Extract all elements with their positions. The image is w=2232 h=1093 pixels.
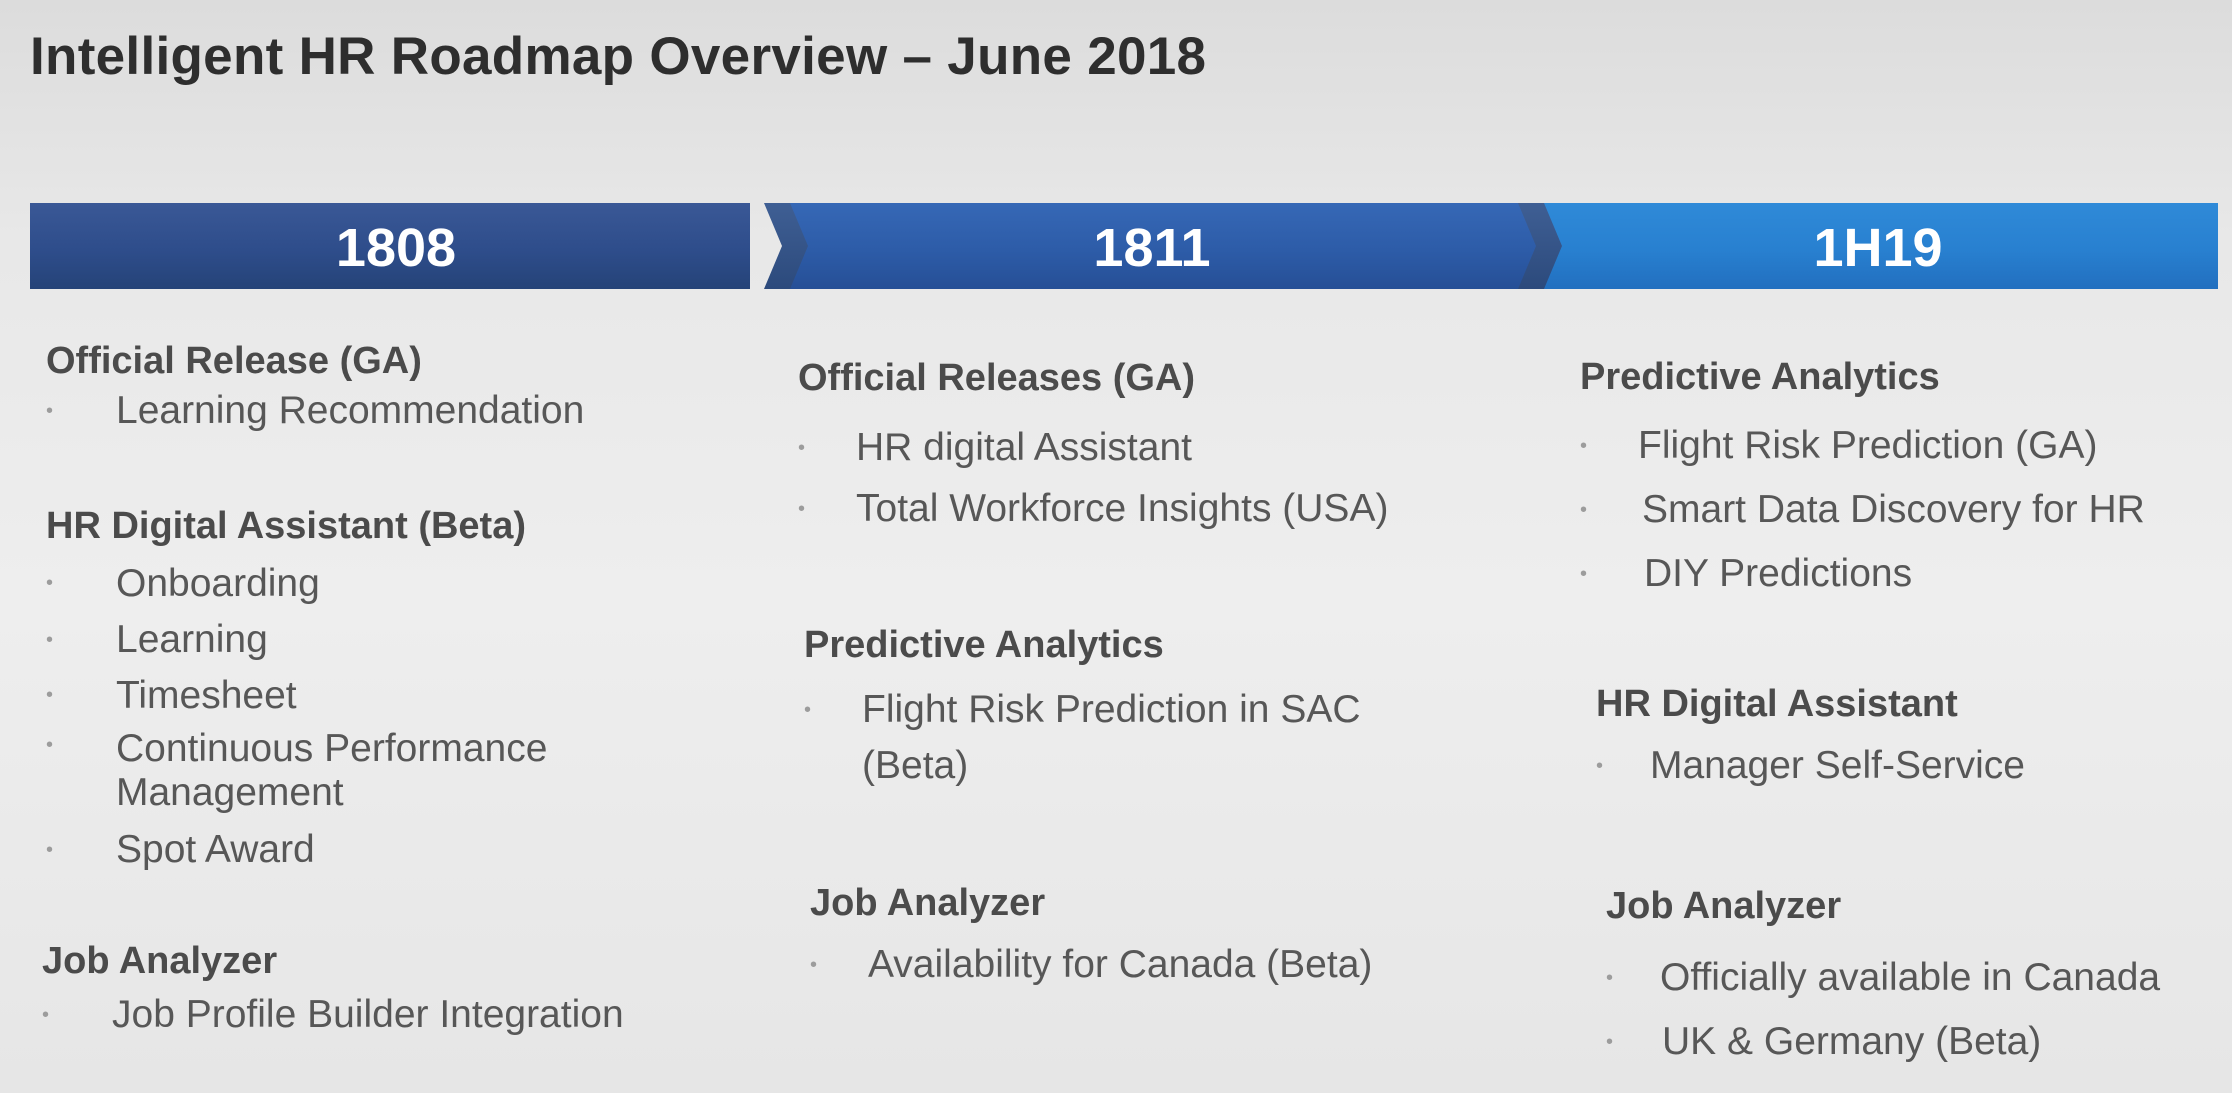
section-heading: HR Digital Assistant [1596,683,1958,725]
section-job-analyzer: Job Analyzer Job Profile Builder Integra… [42,938,624,1040]
list-item: Officially available in Canada [1606,945,2160,1011]
section-job-analyzer: Job Analyzer Officially available in Can… [1606,883,2160,1073]
list-item: Manager Self-Service [1596,741,2025,791]
phase-label: 1811 [1093,218,1211,278]
section-hr-digital-assistant: HR Digital Assistant Manager Self-Servic… [1596,681,2025,791]
list-item: Onboarding [46,555,636,612]
item-list: Availability for Canada (Beta) [810,940,1372,990]
list-item: Learning [46,612,636,668]
section-official-releases: Official Releases (GA) HR digital Assist… [798,355,1388,537]
list-item: Flight Risk Prediction in SAC (Beta) [804,682,1462,794]
list-item: Continuous Performance Management [46,723,636,815]
section-predictive-analytics: Predictive Analytics Flight Risk Predict… [1580,354,2145,606]
section-heading: Predictive Analytics [804,624,1164,666]
section-official-release: Official Release (GA) Learning Recommend… [46,338,584,436]
list-item: Total Workforce Insights (USA) [798,481,1388,537]
list-item: Flight Risk Prediction (GA) [1580,414,2145,478]
section-heading: Job Analyzer [810,882,1046,924]
item-list: Flight Risk Prediction in SAC (Beta) [804,682,1462,794]
phase-label: 1808 [335,218,457,278]
item-list: Learning Recommendation [46,386,584,436]
phase-label: 1H19 [1813,218,1943,278]
section-job-analyzer: Job Analyzer Availability for Canada (Be… [810,880,1372,990]
item-list: Job Profile Builder Integration [42,990,624,1040]
section-heading: HR Digital Assistant (Beta) [46,505,526,547]
timeline-phase-1811: 1811 [768,203,1548,289]
list-item: Timesheet [46,668,636,723]
timeline-phase-1h19: 1H19 [1522,203,2218,289]
item-list: Manager Self-Service [1596,741,2025,791]
item-list: Onboarding Learning Timesheet Continuous… [46,555,636,879]
section-hr-digital-assistant: HR Digital Assistant (Beta) Onboarding L… [46,503,636,879]
list-item: Availability for Canada (Beta) [810,940,1372,990]
section-heading: Official Release (GA) [46,340,422,382]
item-list: Officially available in Canada UK & Germ… [1606,945,2160,1073]
list-item: Learning Recommendation [46,386,584,436]
list-item: UK & Germany (Beta) [1606,1011,2160,1073]
list-item: DIY Predictions [1580,542,2145,606]
list-item: HR digital Assistant [798,415,1388,481]
section-heading: Predictive Analytics [1580,356,1940,398]
slide-title: Intelligent HR Roadmap Overview – June 2… [30,27,1207,86]
item-list: Flight Risk Prediction (GA) Smart Data D… [1580,414,2145,606]
section-heading: Official Releases (GA) [798,357,1196,399]
item-list: HR digital Assistant Total Workforce Ins… [798,415,1388,537]
list-item: Spot Award [46,821,636,879]
list-item: Job Profile Builder Integration [42,990,624,1040]
section-predictive-analytics: Predictive Analytics Flight Risk Predict… [804,622,1462,794]
timeline-phase-1808: 1808 [30,203,750,289]
section-heading: Job Analyzer [1606,885,1842,927]
section-heading: Job Analyzer [42,940,278,982]
release-timeline: 1808 1811 1H19 [30,203,2218,289]
list-item: Smart Data Discovery for HR [1580,478,2145,542]
